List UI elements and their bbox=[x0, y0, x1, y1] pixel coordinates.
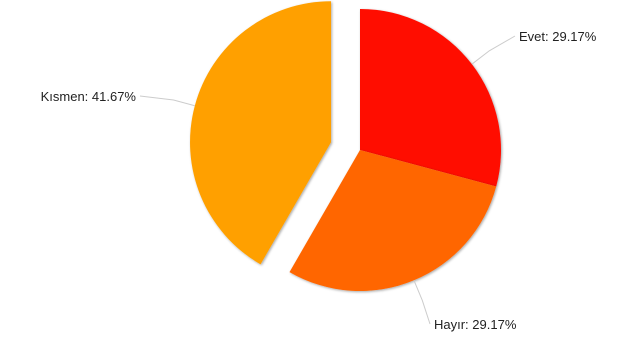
slice-label-1: Evet: 29.17% bbox=[519, 29, 597, 44]
leader-line-3 bbox=[139, 95, 195, 107]
pie-slice-2 bbox=[289, 150, 497, 292]
leader-line-2 bbox=[413, 280, 431, 325]
slice-label-2: Hayır: 29.17% bbox=[434, 317, 517, 332]
slice-label-3: Kısmen: 41.67% bbox=[41, 89, 137, 104]
pie-slice-1 bbox=[360, 9, 501, 187]
leader-line-1 bbox=[471, 35, 516, 65]
pie-slice-3 bbox=[190, 1, 332, 265]
